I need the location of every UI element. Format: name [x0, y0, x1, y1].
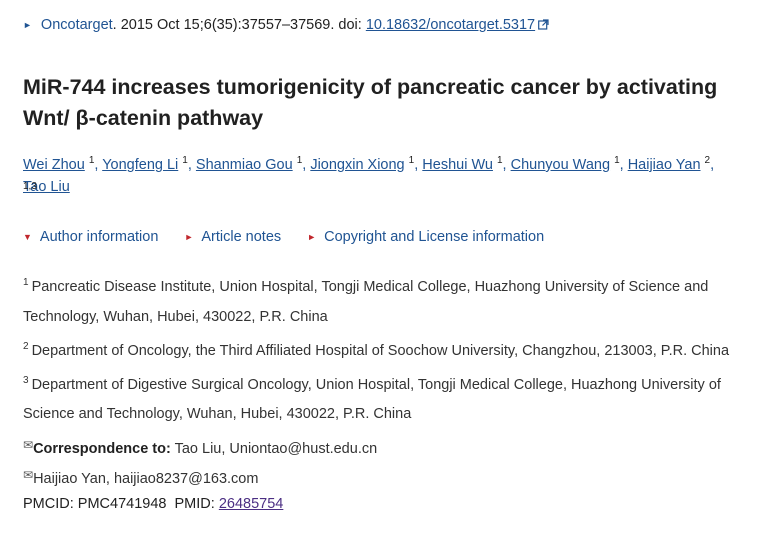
author-link[interactable]: Heshui Wu [422, 156, 493, 173]
affiliation-item: 3 Department of Digestive Surgical Oncolo… [23, 374, 721, 423]
author-list: Wei Zhou 1, Yongfeng Li 1, Shanmiao Gou … [23, 150, 763, 198]
affiliation-list: 1 Pancreatic Disease Institute, Union Hos… [23, 268, 758, 429]
triangle-down-icon: ▼ [23, 232, 32, 242]
author-link[interactable]: Haijiao Yan [627, 156, 701, 173]
pmid-link[interactable]: 26485754 [218, 496, 284, 512]
toggle-copyright-license[interactable]: ► Copyright and License information [307, 229, 545, 245]
affiliation-item: 1 Pancreatic Disease Institute, Union Hos… [23, 277, 709, 325]
correspondence-secondary: ✉Haijiao Yan, haijiao8237@163.com [23, 468, 259, 487]
external-link-icon[interactable] [538, 18, 549, 34]
author-link[interactable]: Jiongxin Xiong [310, 156, 405, 173]
affiliation-ref: 2 [704, 155, 711, 166]
journal-link[interactable]: Oncotarget [40, 17, 113, 33]
correspondence: ✉Correspondence to: Tao Liu, Uniontao@hu… [23, 434, 377, 494]
affiliation-item: 2 Department of Oncology, the Third Affil… [23, 340, 730, 359]
toggle-author-information[interactable]: ▼ Author information [23, 229, 159, 245]
citation-details: . 2015 Oct 15;6(35):37557–37569. doi: [112, 17, 366, 33]
author-link[interactable]: Shanmiao Gou [195, 156, 293, 173]
affiliation-ref: 1 [408, 155, 415, 166]
envelope-icon: ✉ [23, 438, 34, 452]
toggle-article-notes[interactable]: ► Article notes [184, 229, 282, 245]
triangle-right-icon[interactable]: ► [23, 20, 32, 30]
triangle-right-icon: ► [184, 232, 194, 242]
affiliation-ref: 1 [614, 155, 620, 166]
article-identifiers: PMCID: PMC4741948 PMID: 26485754 [23, 496, 283, 512]
envelope-icon: ✉ [23, 468, 34, 482]
affiliation-ref: 1 [296, 155, 303, 166]
author-link[interactable]: Chunyou Wang [510, 156, 611, 173]
affiliation-ref: 1,3 [23, 181, 37, 192]
author-link[interactable]: Tao Liu [23, 178, 70, 195]
correspondence-primary: ✉Correspondence to: Tao Liu, Uniontao@hu… [23, 438, 378, 457]
citation-line: ► Oncotarget. 2015 Oct 15;6(35):37557–375… [23, 17, 549, 34]
affiliation-ref: 1 [496, 155, 503, 166]
affiliation-ref: 1 [182, 155, 188, 166]
author-link[interactable]: Wei Zhou [23, 156, 85, 173]
pmcid-text: PMCID: PMC4741948 PMID: [23, 496, 219, 512]
triangle-right-icon: ► [307, 232, 317, 242]
author-link[interactable]: Yongfeng Li [102, 156, 179, 173]
affiliation-ref: 1 [88, 155, 95, 166]
article-title: MiR-744 increases tumorigenicity of panc… [23, 75, 718, 130]
doi-link[interactable]: 10.18632/oncotarget.5317 [365, 17, 536, 33]
info-toggles: ▼ Author information ► Article notes ► Copy… [23, 228, 566, 245]
